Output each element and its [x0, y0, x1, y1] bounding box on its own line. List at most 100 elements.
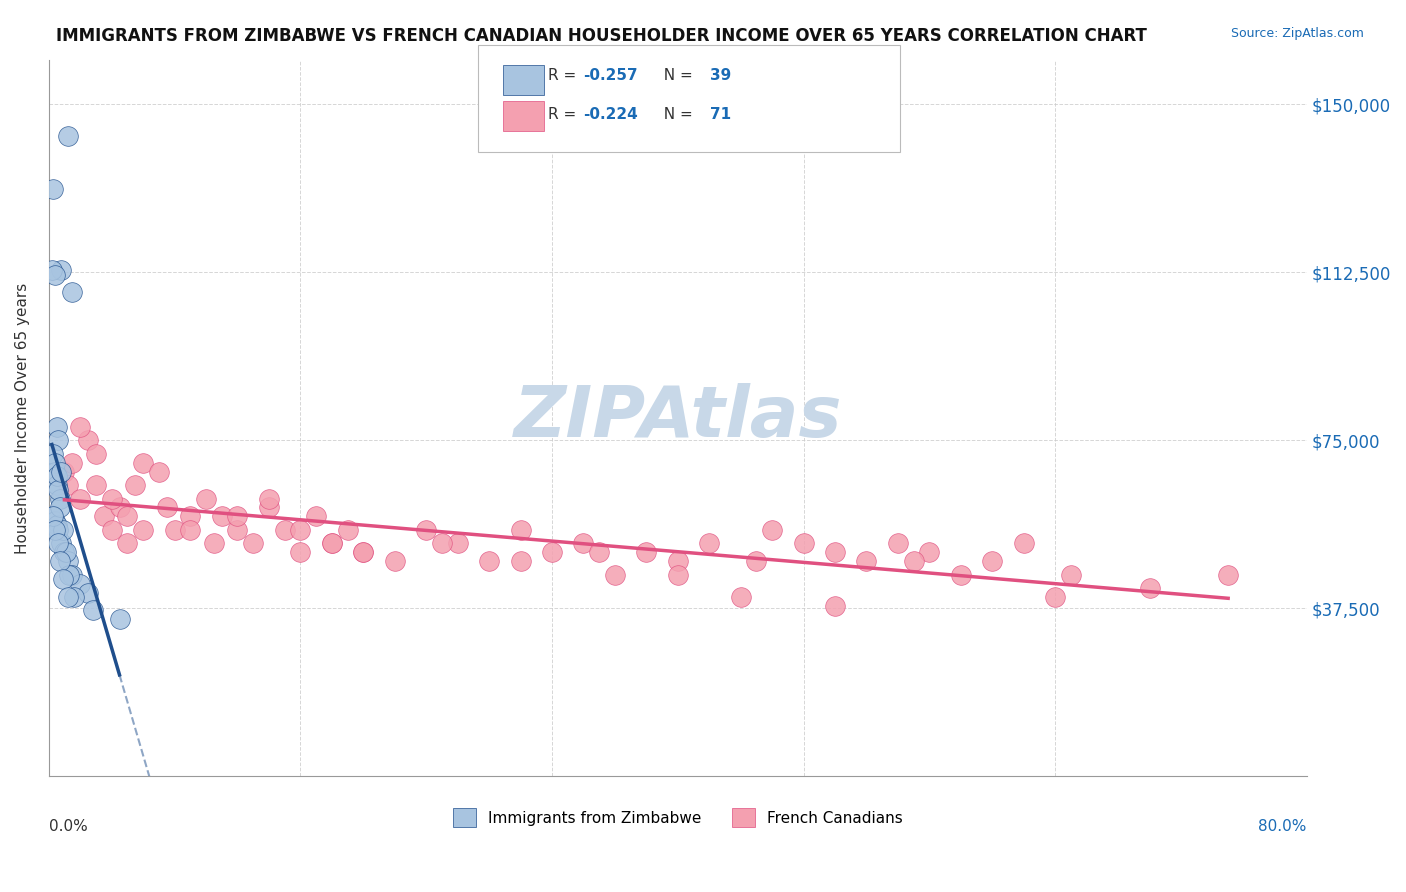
Point: [202, 536, 225, 550]
Point: [148, 465, 170, 479]
Point: [49, 500, 72, 515]
Point: [46, 536, 69, 550]
Point: [1216, 567, 1239, 582]
Point: [321, 536, 343, 550]
Point: [44, 268, 66, 282]
Point: [1060, 567, 1083, 582]
Point: [509, 554, 531, 568]
Point: [45, 469, 67, 483]
Point: [41, 263, 63, 277]
Text: N =: N =: [654, 107, 697, 121]
Point: [745, 554, 768, 568]
Point: [58, 567, 80, 582]
Point: [290, 545, 312, 559]
Point: [51, 465, 73, 479]
Point: [42, 509, 65, 524]
Point: [257, 500, 280, 515]
Point: [430, 536, 453, 550]
Point: [352, 545, 374, 559]
Text: -0.257: -0.257: [583, 69, 638, 83]
Point: [179, 523, 201, 537]
Text: 80.0%: 80.0%: [1258, 819, 1306, 834]
Point: [100, 491, 122, 506]
Point: [82, 603, 104, 617]
Point: [45, 420, 67, 434]
Point: [77, 434, 100, 448]
Point: [69, 491, 91, 506]
Point: [321, 536, 343, 550]
Point: [117, 536, 139, 550]
Point: [793, 536, 815, 550]
Point: [55, 545, 77, 559]
Point: [117, 509, 139, 524]
Point: [195, 491, 218, 506]
Point: [56, 128, 79, 143]
Point: [257, 491, 280, 506]
Text: IMMIGRANTS FROM ZIMBABWE VS FRENCH CANADIAN HOUSEHOLDER INCOME OVER 65 YEARS COR: IMMIGRANTS FROM ZIMBABWE VS FRENCH CANAD…: [56, 27, 1147, 45]
Point: [42, 182, 65, 196]
Point: [887, 536, 910, 550]
Point: [53, 465, 76, 479]
Point: [384, 554, 406, 568]
Point: [46, 523, 69, 537]
Point: [69, 420, 91, 434]
Text: R =: R =: [548, 107, 582, 121]
Point: [163, 523, 186, 537]
Point: [352, 545, 374, 559]
Text: 0.0%: 0.0%: [49, 819, 87, 834]
Point: [242, 536, 264, 550]
Point: [572, 536, 595, 550]
Point: [290, 523, 312, 537]
Text: 71: 71: [710, 107, 731, 121]
Text: 39: 39: [710, 69, 731, 83]
Point: [903, 554, 925, 568]
Text: -0.224: -0.224: [583, 107, 638, 121]
Point: [730, 590, 752, 604]
Point: [84, 447, 107, 461]
Text: R =: R =: [548, 69, 582, 83]
Point: [305, 509, 328, 524]
Point: [108, 612, 131, 626]
Point: [226, 523, 249, 537]
Point: [53, 545, 76, 559]
Point: [100, 523, 122, 537]
Point: [56, 478, 79, 492]
Point: [918, 545, 941, 559]
Point: [1139, 581, 1161, 595]
Point: [46, 483, 69, 497]
Point: [63, 590, 86, 604]
Point: [46, 434, 69, 448]
Point: [697, 536, 720, 550]
Text: N =: N =: [654, 69, 697, 83]
Point: [45, 518, 67, 533]
Point: [415, 523, 437, 537]
Point: [824, 599, 846, 613]
Point: [49, 491, 72, 506]
Point: [51, 263, 73, 277]
Point: [336, 523, 359, 537]
Point: [1043, 590, 1066, 604]
Point: [44, 514, 66, 528]
Point: [478, 554, 501, 568]
Point: [44, 456, 66, 470]
Point: [824, 545, 846, 559]
Point: [44, 465, 66, 479]
Point: [211, 509, 233, 524]
Point: [52, 572, 75, 586]
Point: [636, 545, 658, 559]
Point: [56, 590, 79, 604]
Point: [949, 567, 972, 582]
Point: [981, 554, 1004, 568]
Text: Source: ZipAtlas.com: Source: ZipAtlas.com: [1230, 27, 1364, 40]
Point: [761, 523, 783, 537]
Point: [541, 545, 564, 559]
Point: [84, 478, 107, 492]
Point: [179, 509, 201, 524]
Point: [49, 554, 72, 568]
Point: [588, 545, 610, 559]
Point: [666, 554, 689, 568]
Point: [124, 478, 146, 492]
Point: [52, 523, 75, 537]
Text: ZIPAtlas: ZIPAtlas: [513, 384, 842, 452]
Point: [93, 509, 115, 524]
